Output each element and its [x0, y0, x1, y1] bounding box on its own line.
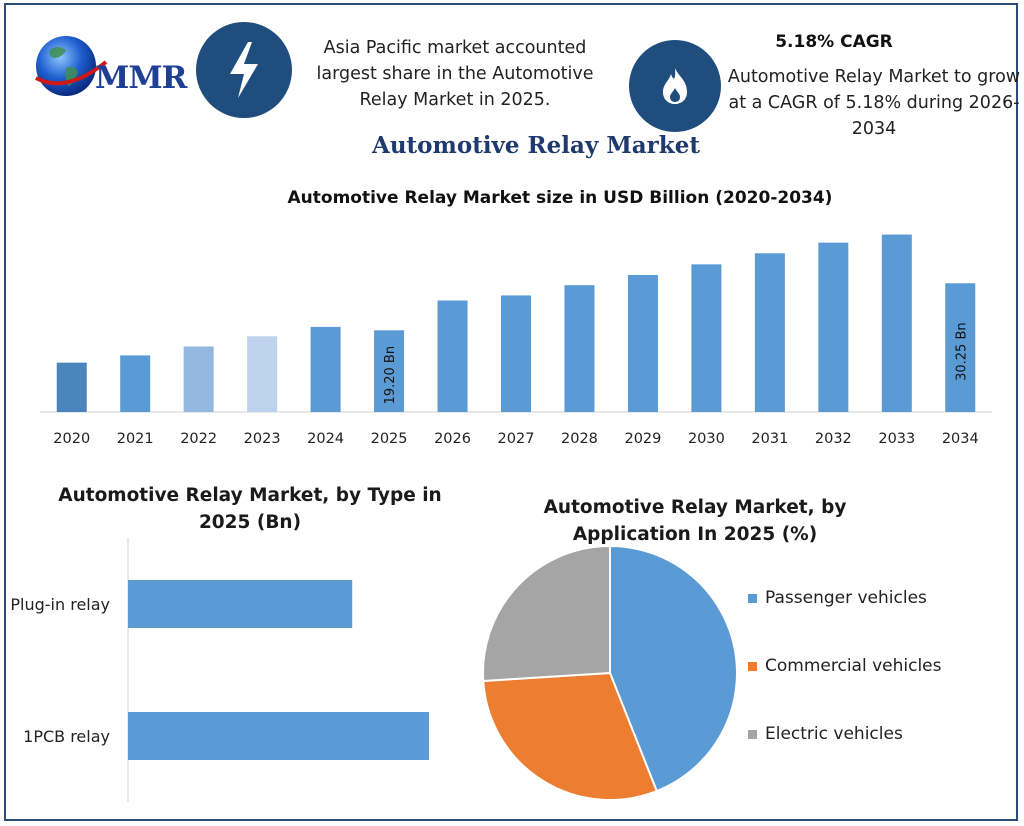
bar-2027 — [501, 295, 531, 412]
bar-2024 — [310, 326, 341, 412]
bar-2021 — [120, 355, 151, 412]
market-size-bar-chart: 2020 2021 2022 2023 2024 2025 19.20 Bn 2026 2027… — [40, 234, 992, 447]
legend-item-electric-vehicles: Electric vehicles — [748, 724, 903, 744]
legend-swatch — [748, 661, 757, 671]
cagr-text: Automotive Relay Market to grow at a CAG… — [727, 67, 1021, 139]
pie-slice-commercial-vehicles — [482, 671, 659, 801]
bar-2022 — [183, 346, 214, 412]
category-label-1pcb-relay: 1PCB relay — [23, 727, 110, 746]
bar-2029 — [627, 274, 658, 412]
legend-swatch — [748, 729, 757, 739]
tick-label-2028: 2028 — [561, 431, 598, 447]
pie-slice-passenger-vehicles — [609, 544, 738, 793]
tick-label-2029: 2029 — [624, 431, 661, 447]
application-chart-title: Automotive Relay Market, by Application … — [543, 497, 847, 545]
tick-label-2024: 2024 — [307, 431, 344, 447]
bar-2023 — [247, 336, 278, 412]
page-title: Automotive Relay Market — [371, 132, 700, 159]
bar-2034 — [945, 283, 976, 412]
data-label-2025: 19.20 Bn — [383, 346, 398, 405]
bar-plug-in-relay — [128, 580, 353, 628]
bar-2030 — [691, 264, 722, 412]
data-label-2034: 30.25 Bn — [954, 322, 969, 381]
tick-label-2031: 2031 — [751, 431, 788, 447]
bar-1pcb-relay — [128, 712, 429, 760]
application-pie-chart — [482, 544, 738, 801]
tick-label-2033: 2033 — [878, 431, 915, 447]
type-chart-title: Automotive Relay Market, by Type in 2025… — [58, 485, 442, 533]
tick-label-2023: 2023 — [244, 431, 281, 447]
bar-2020 — [56, 362, 87, 412]
legend-label: Commercial vehicles — [765, 656, 942, 676]
bar-2025 — [374, 330, 405, 412]
pie-slice-electric-vehicles — [482, 544, 611, 683]
tick-label-2020: 2020 — [53, 431, 90, 447]
tick-label-2032: 2032 — [815, 431, 852, 447]
type-bar-chart: Plug-in relay 1PCB relay — [10, 538, 429, 802]
mmr-logo-text: MMR — [95, 60, 187, 96]
bar-2033 — [881, 234, 912, 412]
tick-label-2021: 2021 — [117, 431, 154, 447]
globe-logo-icon — [35, 36, 108, 96]
cagr-heading: 5.18% CAGR — [775, 32, 893, 52]
tick-label-2025: 2025 — [371, 431, 408, 447]
bar-2032 — [818, 242, 849, 412]
region-share-text: Asia Pacific market accounted largest sh… — [316, 38, 594, 110]
bar-2026 — [437, 300, 468, 412]
tick-label-2034: 2034 — [942, 431, 979, 447]
legend-item-passenger-vehicles: Passenger vehicles — [748, 588, 927, 608]
legend-label: Electric vehicles — [765, 724, 903, 744]
lightning-bolt-icon — [196, 22, 292, 118]
bar-2028 — [564, 285, 595, 412]
bar-chart-title: Automotive Relay Market size in USD Bill… — [287, 188, 833, 208]
legend-label: Passenger vehicles — [765, 588, 927, 608]
tick-label-2026: 2026 — [434, 431, 471, 447]
bar-2031 — [754, 253, 785, 412]
legend-item-commercial-vehicles: Commercial vehicles — [748, 656, 941, 676]
flame-icon — [629, 40, 721, 132]
tick-label-2027: 2027 — [498, 431, 535, 447]
tick-label-2030: 2030 — [688, 431, 725, 447]
legend-swatch — [748, 593, 757, 603]
category-label-plug-in-relay: Plug-in relay — [10, 595, 110, 614]
tick-label-2022: 2022 — [180, 431, 217, 447]
